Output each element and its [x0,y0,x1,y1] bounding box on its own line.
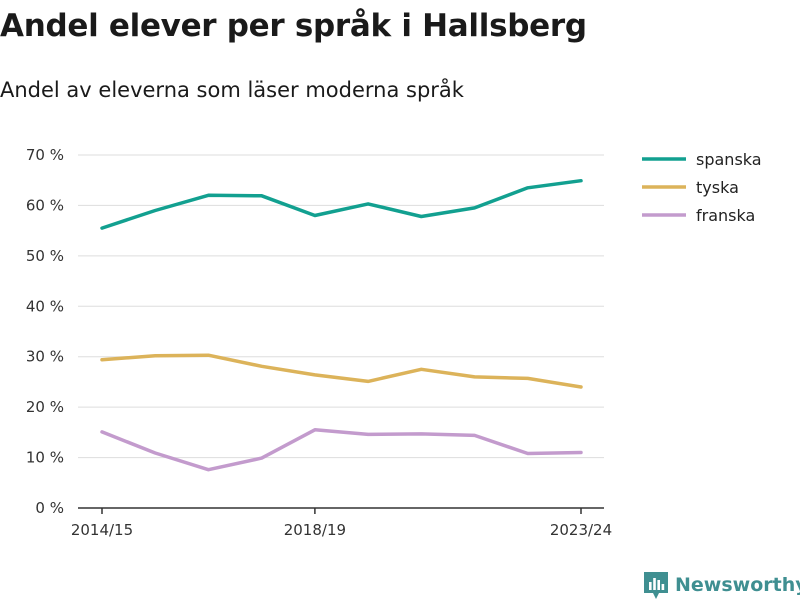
x-tick-label: 2018/19 [284,521,346,539]
brand-logo: Newsworthy [644,570,800,600]
series-lines [100,178,583,472]
x-axis: 2014/15 2018/19 2023/24 [71,507,612,539]
chart-subtitle: Andel av eleverna som läser moderna språ… [0,78,464,102]
legend-label-spanska: spanska [696,150,762,169]
chart-title: Andel elever per språk i Hallsberg [0,8,587,44]
legend-label-franska: franska [696,206,755,225]
x-tick-label: 2023/24 [550,521,612,539]
newsworthy-logo-icon [644,571,668,599]
y-tick-label: 50 % [26,247,64,265]
y-tick-label: 40 % [26,297,64,315]
y-axis: 0 % 10 % 20 % 30 % 40 % 50 % 60 % 70 % [26,146,64,517]
x-tick-label: 2014/15 [71,521,133,539]
gridlines [78,154,604,459]
brand-name: Newsworthy [675,574,800,596]
legend-label-tyska: tyska [696,178,739,197]
y-tick-label: 30 % [26,348,64,366]
series-line-franska [100,428,583,472]
y-tick-label: 60 % [26,196,64,214]
y-tick-label: 0 % [35,499,64,517]
legend: spanska tyska franska [642,150,762,225]
series-line-tyska [100,353,583,389]
y-tick-label: 10 % [26,449,64,467]
y-tick-label: 20 % [26,398,64,416]
y-tick-label: 70 % [26,146,64,164]
series-line-spanska [100,178,583,230]
